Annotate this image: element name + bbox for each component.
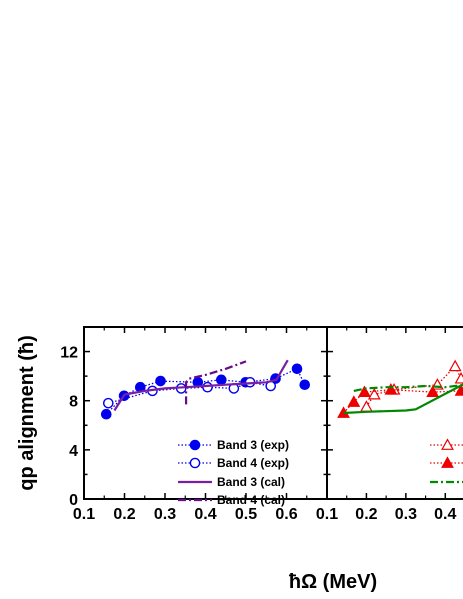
series-line bbox=[353, 383, 463, 392]
legend-entry bbox=[430, 438, 463, 450]
legend bbox=[430, 438, 463, 499]
x-tick-label: 0.4 bbox=[194, 506, 216, 523]
y-tick-label: 12 bbox=[60, 345, 78, 362]
series-point bbox=[291, 363, 303, 375]
series-point bbox=[384, 383, 398, 395]
series-point bbox=[202, 381, 213, 393]
right-panel: 0.1 0.2 0.3 0.4 bbox=[316, 326, 463, 523]
series-point bbox=[448, 359, 462, 372]
series-point bbox=[299, 379, 311, 391]
legend-point bbox=[189, 457, 201, 469]
series-line bbox=[343, 389, 462, 414]
x-tick-label: 0.2 bbox=[113, 506, 135, 523]
x-tick-label: 0.4 bbox=[434, 506, 456, 523]
legend-entry bbox=[430, 456, 463, 468]
y-tick-label: 0 bbox=[69, 492, 78, 509]
series-line bbox=[185, 360, 247, 405]
x-tick-label: 0.6 bbox=[275, 506, 297, 523]
legend-entry: Band 4 (cal) bbox=[178, 493, 285, 507]
legend-label: Band 4 (exp) bbox=[217, 456, 289, 470]
legend-entry: Band 3 (exp) bbox=[178, 438, 289, 452]
y-tick-label: 8 bbox=[69, 394, 78, 411]
series-line bbox=[343, 383, 463, 415]
series-point bbox=[155, 375, 166, 387]
legend-point bbox=[189, 439, 201, 451]
legend-entry: Band 4 (exp) bbox=[178, 456, 289, 470]
x-tick-label: 0.2 bbox=[355, 506, 377, 523]
series-point bbox=[426, 385, 440, 398]
series-point bbox=[367, 387, 381, 400]
series-group bbox=[337, 359, 463, 418]
x-tick-label: 0.3 bbox=[395, 506, 417, 523]
series-point bbox=[454, 384, 463, 396]
legend-label: Band 3 (exp) bbox=[217, 438, 289, 452]
legend-label: Band 4 (cal) bbox=[217, 493, 285, 507]
plot-frame bbox=[326, 326, 463, 500]
y-axis-title: qp alignment (ħ) bbox=[16, 335, 38, 491]
series-point bbox=[100, 408, 112, 420]
legend-point bbox=[441, 438, 454, 450]
plot-frame bbox=[83, 326, 328, 500]
legend-entry: Band 3 (cal) bbox=[178, 475, 285, 489]
series-point bbox=[103, 397, 114, 409]
series-point bbox=[454, 371, 463, 384]
series-point bbox=[215, 374, 227, 386]
x-axis-title: ħΩ (MeV) bbox=[289, 571, 377, 593]
series-point bbox=[347, 395, 361, 407]
x-tick-label: 0.5 bbox=[235, 506, 257, 523]
x-tick-label: 0.3 bbox=[154, 506, 176, 523]
y-tick-label: 4 bbox=[69, 443, 78, 460]
series-point bbox=[358, 385, 371, 398]
series-line bbox=[113, 359, 289, 412]
x-tick-label: 0.1 bbox=[73, 506, 95, 523]
series-group bbox=[100, 359, 311, 420]
legend: Band 3 (exp) Band 4 (exp) Band 3 (cal) Band… bbox=[178, 438, 289, 507]
x-tick-label: 0.1 bbox=[316, 506, 338, 523]
legend-point bbox=[441, 456, 454, 468]
series-point bbox=[360, 400, 373, 412]
legend-label: Band 3 (cal) bbox=[217, 475, 285, 489]
